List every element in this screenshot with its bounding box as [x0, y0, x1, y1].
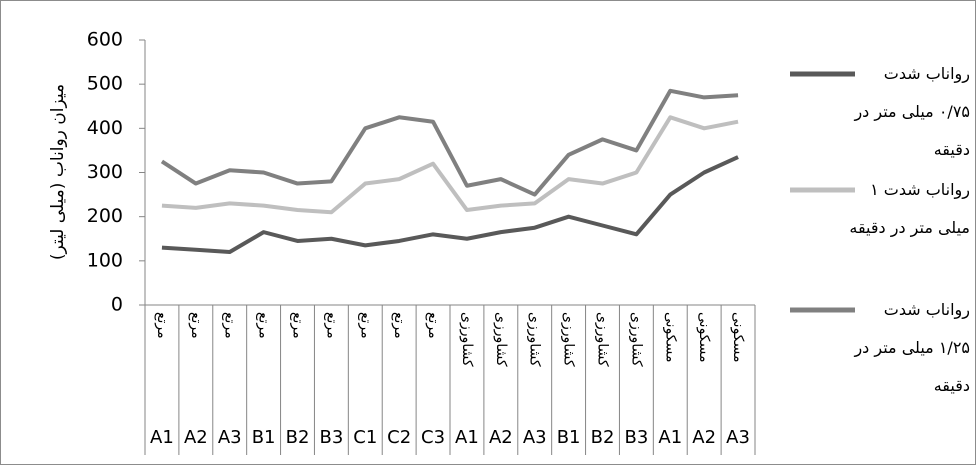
x-group-label: مرتع: [154, 312, 170, 339]
y-tick-label: 0: [111, 294, 123, 316]
x-group-label: کشاورزی: [561, 312, 577, 367]
legend-label: رواناب شدت ۰/۷۵ میلی متر در دقیقه: [854, 64, 970, 159]
series-line: [161, 115, 739, 215]
x-group-label: کشاورزی: [459, 312, 475, 367]
x-group-label: مرتع: [290, 312, 306, 339]
x-tick-label: A1: [455, 427, 479, 448]
x-group-label: کشاورزی: [628, 312, 644, 367]
x-tick-label: C2: [387, 427, 411, 448]
x-group-label: مسکونی: [662, 312, 678, 363]
x-tick-label: A2: [184, 427, 208, 448]
x-group-label: مسکونی: [730, 312, 746, 363]
x-tick-label: A2: [489, 427, 513, 448]
series-line: [161, 155, 739, 254]
x-tick-label: B1: [252, 427, 276, 448]
legend-label: رواناب شدت ۱/۲۵ میلی متر در دقیقه: [854, 300, 970, 395]
legend-label: رواناب شدت ۱ میلی متر در دقیقه: [849, 180, 970, 237]
x-tick-label: A3: [523, 427, 547, 448]
x-tick-label: C1: [353, 427, 377, 448]
x-tick-label: A1: [658, 427, 682, 448]
x-group-label: مرتع: [425, 312, 441, 339]
x-group-label: کشاورزی: [527, 312, 543, 367]
x-group-label: مرتع: [323, 312, 339, 339]
x-group-label: مرتع: [357, 312, 373, 339]
x-tick-label: B2: [286, 427, 310, 448]
x-group-label: مرتع: [188, 312, 204, 339]
x-tick-label: A3: [726, 427, 750, 448]
y-tick-label: 500: [87, 73, 123, 95]
x-group-label: مرتع: [391, 312, 407, 339]
y-tick-label: 200: [87, 205, 123, 227]
y-tick-label: 100: [87, 249, 123, 271]
x-tick-label: A1: [150, 427, 174, 448]
y-tick-label: 400: [87, 117, 123, 139]
x-group-label: مسکونی: [696, 312, 712, 363]
y-tick-label: 600: [87, 29, 123, 51]
x-tick-label: B2: [591, 427, 615, 448]
x-tick-label: B3: [624, 427, 648, 448]
x-tick-label: B1: [557, 427, 581, 448]
series-line: [160, 88, 739, 197]
x-tick-label: A2: [692, 427, 716, 448]
x-group-label: کشاورزی: [595, 312, 611, 367]
y-axis-title: میزان رواناب (میلی لیتر): [48, 84, 68, 260]
x-group-label: مرتع: [222, 312, 238, 339]
x-group-label: مرتع: [256, 312, 272, 339]
x-group-label: کشاورزی: [493, 312, 509, 367]
x-tick-label: C3: [421, 427, 445, 448]
y-tick-label: 300: [87, 161, 123, 183]
x-tick-label: A3: [218, 427, 242, 448]
x-tick-label: B3: [319, 427, 343, 448]
